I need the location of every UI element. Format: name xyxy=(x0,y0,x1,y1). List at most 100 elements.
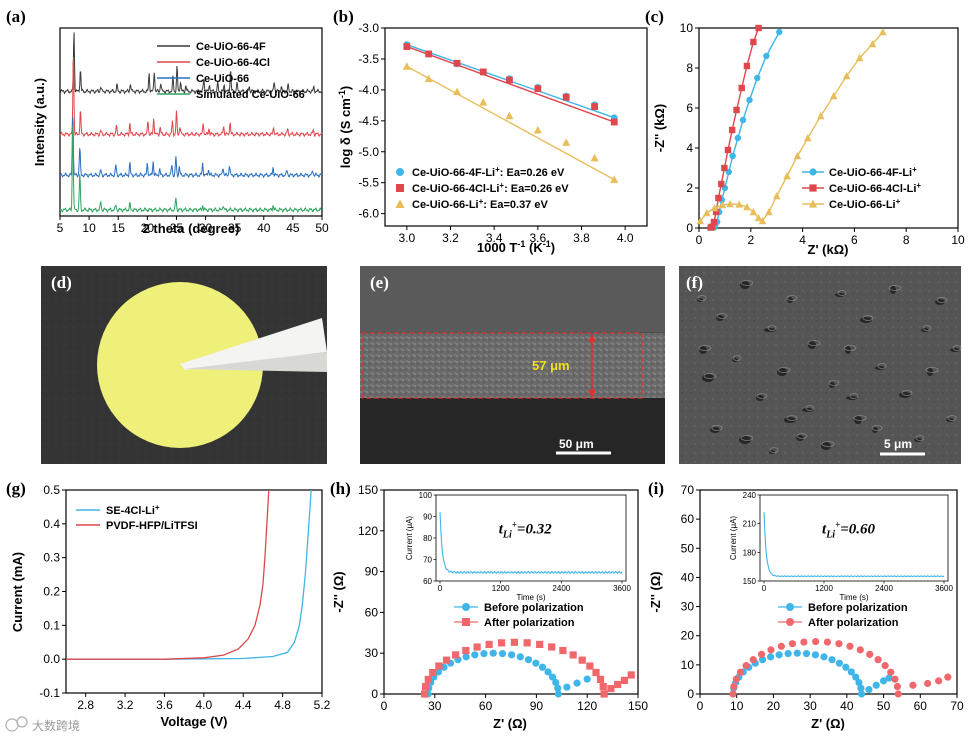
y-axis-label-h: -Z'' (Ω) xyxy=(331,571,346,612)
point-c xyxy=(758,217,767,225)
point-b xyxy=(505,111,514,120)
pore-rim xyxy=(805,405,815,411)
legend-label-b: Ce-UiO-66-4F-Li+: Ea=0.26 eV xyxy=(412,165,565,179)
point-c xyxy=(746,96,753,104)
pore-rim xyxy=(888,285,902,291)
point-i xyxy=(935,677,943,685)
point-h xyxy=(620,676,629,684)
panel-f-sem-surface: 5 μm (f) xyxy=(679,266,962,464)
panel-label-h: (h) xyxy=(330,479,351,498)
pore-rim xyxy=(837,290,847,296)
sem-top-region xyxy=(360,266,665,332)
sem-substrate xyxy=(360,398,665,464)
x-tick-label: 40 xyxy=(840,699,854,713)
pore xyxy=(927,368,933,376)
point-b xyxy=(424,74,433,83)
legend-i: Before polarization After polarization xyxy=(778,602,908,629)
watermark: 大数跨境 xyxy=(5,716,80,733)
arrow-head-up xyxy=(588,334,596,342)
pore-rim xyxy=(711,425,723,431)
point-i xyxy=(729,690,737,698)
legend-label-h: Before polarization xyxy=(484,602,584,614)
point-i xyxy=(793,649,801,657)
point-h xyxy=(596,675,605,684)
panel-label-d: (d) xyxy=(51,273,72,292)
point-h xyxy=(548,643,556,651)
watermark-logo-icon xyxy=(5,718,19,732)
inset-x-tick-label: 2400 xyxy=(552,584,570,593)
point-i xyxy=(924,679,932,688)
point-i xyxy=(811,651,819,659)
pore-rim xyxy=(925,367,939,373)
point-h xyxy=(586,662,594,670)
y-tick-label: -3.0 xyxy=(358,21,379,35)
pore-rim xyxy=(828,380,840,386)
pore-rim xyxy=(756,393,768,399)
x-tick-label: 6 xyxy=(851,233,858,247)
inset-x-tick-label: 0 xyxy=(762,584,767,593)
y-tick-label: 70 xyxy=(681,483,695,497)
fit-line-b xyxy=(406,65,615,181)
y-tick-label: 10 xyxy=(680,21,694,35)
x-tick-label: 4.0 xyxy=(196,698,213,712)
transference-number-label: tLi+=0.60 xyxy=(822,520,876,541)
panel-b-arrhenius: (b) 3.0 3.2 3.4 3.6 3.8 4.0 -3.0 -3.5 -4.0 -4.5 -5… xyxy=(333,7,648,255)
x-tick-label: 3.2 xyxy=(442,231,459,245)
y-tick-label: 0.1 xyxy=(43,618,60,632)
tweezer-shadow xyxy=(184,352,327,372)
x-axis-label-i: Z' (Ω) xyxy=(811,716,845,731)
point-i xyxy=(784,650,792,658)
point-i xyxy=(732,675,740,683)
xrd-line-0 xyxy=(59,32,323,95)
point-i xyxy=(823,638,832,646)
plot-frame-b xyxy=(384,27,648,227)
pore-rim xyxy=(843,345,857,351)
legend-marker-b xyxy=(395,199,405,208)
x-tick-label: 3.0 xyxy=(398,231,415,245)
axis-ticks-b: 3.0 3.2 3.4 3.6 3.8 4.0 -3.0 -3.5 -4.0 -4.5 -5.0 -5… xyxy=(358,21,634,245)
point-c xyxy=(728,126,736,134)
point-h xyxy=(516,653,524,661)
legend-marker-b xyxy=(396,168,404,176)
point-b xyxy=(534,85,542,93)
point-c xyxy=(816,112,825,120)
legend-label-c: Ce-UiO-66-4F-Li+ xyxy=(829,165,917,179)
point-b xyxy=(610,175,619,183)
x-tick-label: 50 xyxy=(877,699,891,713)
inset-y-tick-label: 70 xyxy=(423,556,432,565)
point-i xyxy=(775,651,783,659)
legend-h: Before polarization After polarization xyxy=(454,602,584,629)
point-h xyxy=(554,690,563,698)
point-i xyxy=(835,640,843,648)
point-c xyxy=(718,201,727,209)
point-i xyxy=(820,653,828,661)
series-points-i xyxy=(729,637,952,698)
x-tick-label: 10 xyxy=(82,221,96,235)
point-i xyxy=(944,673,952,681)
inset-frame xyxy=(435,494,627,582)
x-tick-label: 50 xyxy=(315,221,329,235)
point-h xyxy=(554,684,562,692)
point-i xyxy=(856,646,864,654)
legend-label-b: Ce-UiO-66-Li+: Ea=0.37 eV xyxy=(412,197,548,211)
legend-marker-c xyxy=(808,199,818,208)
point-h xyxy=(536,640,544,649)
point-c xyxy=(772,192,781,200)
legend-label-g: PVDF-HFP/LiTFSI xyxy=(106,520,198,532)
x-tick-label: 4.0 xyxy=(617,231,634,245)
point-i xyxy=(865,686,873,694)
inset-x-label: Time (s) xyxy=(516,593,545,602)
point-c xyxy=(702,209,711,217)
pore xyxy=(777,368,787,376)
pore xyxy=(890,286,896,294)
point-i xyxy=(857,684,865,692)
fit-line-b xyxy=(406,45,615,123)
point-h xyxy=(452,651,460,659)
lsv-line xyxy=(66,489,312,660)
x-axis-label-g: Voltage (V) xyxy=(161,714,228,729)
x-ticks-a: 5 10 15 20 25 30 35 40 45 50 xyxy=(57,216,329,235)
scale-bar-label-e: 50 μm xyxy=(559,437,594,451)
thickness-label: 57 μm xyxy=(532,358,570,373)
pore-rim xyxy=(740,280,754,286)
